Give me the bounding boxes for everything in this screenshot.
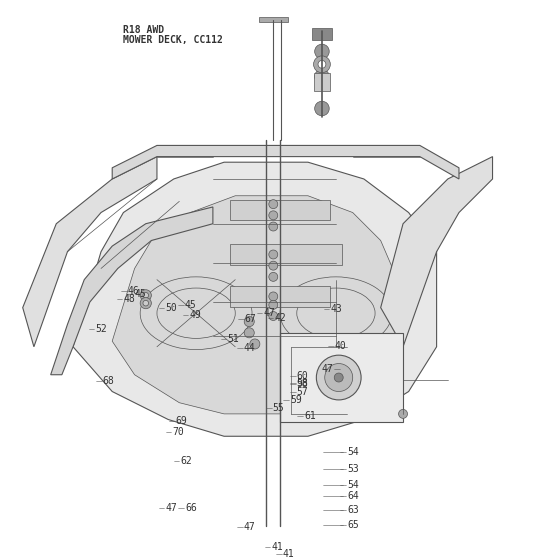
Text: 60: 60: [297, 371, 309, 381]
Text: 59: 59: [290, 395, 302, 405]
Text: 66: 66: [185, 503, 197, 513]
Text: 40: 40: [335, 341, 347, 351]
Circle shape: [244, 328, 254, 338]
Circle shape: [315, 44, 329, 59]
Bar: [314, 73, 330, 91]
Text: 69: 69: [175, 416, 187, 426]
Circle shape: [269, 222, 278, 231]
Text: 42: 42: [274, 312, 286, 323]
Polygon shape: [23, 157, 157, 347]
Bar: [259, 17, 288, 22]
Text: 52: 52: [95, 324, 107, 334]
Circle shape: [325, 363, 353, 391]
Text: 46: 46: [128, 286, 139, 296]
Circle shape: [399, 409, 408, 418]
Bar: [230, 244, 342, 264]
Circle shape: [269, 300, 278, 309]
Text: 54: 54: [347, 447, 359, 457]
Circle shape: [269, 211, 278, 220]
Text: 45: 45: [185, 300, 197, 310]
Polygon shape: [73, 162, 437, 436]
Circle shape: [140, 290, 151, 301]
Text: 43: 43: [330, 304, 342, 314]
Circle shape: [269, 292, 278, 301]
Bar: [280, 333, 403, 422]
Circle shape: [334, 373, 343, 382]
Text: 61: 61: [304, 410, 316, 421]
Text: MOWER DECK, CC112: MOWER DECK, CC112: [123, 35, 223, 45]
Text: 47: 47: [165, 503, 177, 513]
Polygon shape: [381, 157, 493, 347]
Text: 47: 47: [263, 308, 275, 318]
Text: 63: 63: [347, 505, 359, 515]
Text: 58: 58: [297, 378, 309, 388]
Text: 65: 65: [347, 520, 359, 530]
Bar: [230, 200, 330, 220]
Text: 62: 62: [180, 456, 192, 466]
Text: 64: 64: [347, 491, 359, 501]
Text: 51: 51: [227, 334, 239, 344]
Circle shape: [269, 200, 278, 209]
Text: 41: 41: [272, 542, 283, 552]
Text: 55: 55: [273, 403, 284, 413]
Bar: [312, 28, 332, 40]
Circle shape: [269, 272, 278, 281]
Polygon shape: [51, 207, 213, 375]
Circle shape: [269, 311, 278, 320]
Circle shape: [318, 60, 326, 68]
Text: 47: 47: [244, 522, 255, 532]
Text: 53: 53: [347, 464, 359, 474]
Bar: [230, 286, 330, 306]
Circle shape: [269, 261, 278, 270]
Text: R18 AWD: R18 AWD: [123, 25, 165, 35]
Circle shape: [244, 316, 254, 326]
Circle shape: [140, 297, 151, 309]
Text: 47: 47: [321, 364, 333, 374]
Circle shape: [143, 300, 148, 306]
Circle shape: [314, 56, 330, 73]
Text: 44: 44: [244, 343, 255, 353]
Circle shape: [315, 101, 329, 116]
Circle shape: [316, 355, 361, 400]
Text: 70: 70: [172, 427, 184, 437]
Text: 49: 49: [189, 310, 201, 320]
Text: 45: 45: [134, 289, 146, 299]
Text: 98: 98: [297, 379, 309, 389]
Text: 50: 50: [165, 303, 177, 313]
Circle shape: [315, 69, 329, 84]
Circle shape: [250, 339, 260, 349]
Text: 48: 48: [123, 293, 135, 304]
Text: 54: 54: [347, 480, 359, 490]
Circle shape: [269, 250, 278, 259]
Text: 41: 41: [283, 549, 295, 559]
Polygon shape: [112, 196, 398, 414]
Text: 57: 57: [297, 386, 309, 396]
Polygon shape: [112, 146, 459, 179]
Circle shape: [143, 292, 148, 298]
Text: 68: 68: [102, 376, 114, 386]
Text: 67: 67: [245, 314, 256, 324]
